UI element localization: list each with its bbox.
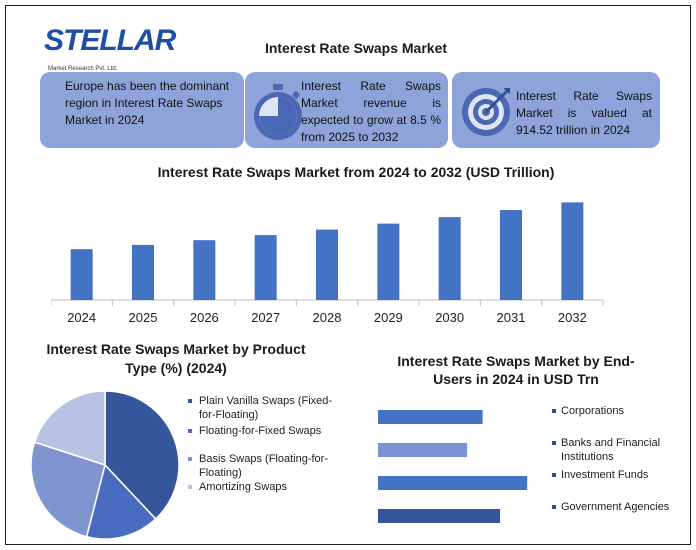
x-tick-label: 2026 <box>190 310 219 325</box>
bar-2031 <box>500 210 522 300</box>
stopwatch-icon <box>254 84 302 140</box>
x-tick-label: 2032 <box>558 310 587 325</box>
pie-slice-2 <box>85 463 157 540</box>
pie-slice-4 <box>33 390 106 467</box>
legend-label: Government Agencies <box>561 501 670 513</box>
legend-marker <box>552 505 556 509</box>
highlight-region-box: Europe has been the dominant region in I… <box>40 72 244 148</box>
highlight-growth-box: Interest Rate Swaps Market revenue is ex… <box>245 72 448 148</box>
hbar-3 <box>378 476 528 490</box>
x-tick-label: 2029 <box>374 310 403 325</box>
pie-slice-3 <box>30 441 106 538</box>
highlight-region-text: Europe has been the dominant region in I… <box>65 79 230 127</box>
legend-label: Amortizing Swaps <box>199 481 288 493</box>
end-users-bar-chart <box>378 410 528 523</box>
x-tick-label: 2024 <box>67 310 96 325</box>
bar-chart-title: Interest Rate Swaps Market from 2024 to … <box>157 164 555 180</box>
legend-label: Floating-for-Fixed Swaps <box>199 425 322 437</box>
bar-2027 <box>254 235 277 300</box>
x-tick-label: 2030 <box>435 310 464 325</box>
legend-label: Basis Swaps (Floating-for-Floating) <box>199 453 328 479</box>
product-type-pie-chart <box>30 390 180 540</box>
legend-marker <box>552 441 556 445</box>
x-tick-label: 2028 <box>313 310 342 325</box>
x-tick-label: 2027 <box>251 310 280 325</box>
market-size-bar-chart: 2024 2025 2026 2027 2028 2029 2030 2031 2032 <box>51 202 604 325</box>
legend-marker <box>188 457 192 461</box>
bar-2032 <box>561 202 584 300</box>
highlight-value-text: Interest Rate Swaps Market is valued at … <box>516 89 652 137</box>
x-tick-label: 2031 <box>497 310 526 325</box>
legend-label: Corporations <box>561 405 624 417</box>
bar-2025 <box>132 244 154 300</box>
legend-marker <box>552 473 556 477</box>
hbar-2 <box>378 443 468 457</box>
page-title: Interest Rate Swaps Market <box>264 40 448 56</box>
pie-chart-title: Interest Rate Swaps Market by Product Ty… <box>46 341 306 376</box>
legend-marker <box>552 409 556 413</box>
hbar-chart-title: Interest Rate Swaps Market by End-Users … <box>397 353 635 387</box>
bar-2024 <box>70 249 93 300</box>
pie-slice-1 <box>104 390 180 521</box>
legend-label: Investment Funds <box>561 469 649 481</box>
bar-2026 <box>193 240 216 300</box>
stellar-logo: STELLAR Market Research Pvt. Ltd. <box>44 20 176 76</box>
highlight-growth-text: Interest Rate Swaps Market revenue is ex… <box>301 79 441 144</box>
logo-wordmark: STELLAR <box>44 24 176 57</box>
legend-marker <box>188 429 192 433</box>
legend-marker <box>188 399 192 403</box>
logo-subtitle: Market Research Pvt. Ltd. <box>48 66 118 72</box>
bar-2030 <box>438 217 461 300</box>
legend-marker <box>188 485 192 489</box>
legend-label: Plain Vanilla Swaps (Fixed-for-Floating) <box>199 395 333 421</box>
hbar-4 <box>378 509 501 523</box>
hbar-1 <box>378 410 483 424</box>
x-tick-label: 2025 <box>129 310 158 325</box>
legend-label: Banks and Financial Institutions <box>561 437 661 463</box>
bar-2029 <box>377 223 400 300</box>
infographic-frame: STELLAR Market Research Pvt. Ltd. Intere… <box>5 5 691 545</box>
highlight-value-box: Interest Rate Swaps Market is valued at … <box>452 72 660 148</box>
target-icon <box>462 88 510 136</box>
bar-2028 <box>316 229 338 300</box>
